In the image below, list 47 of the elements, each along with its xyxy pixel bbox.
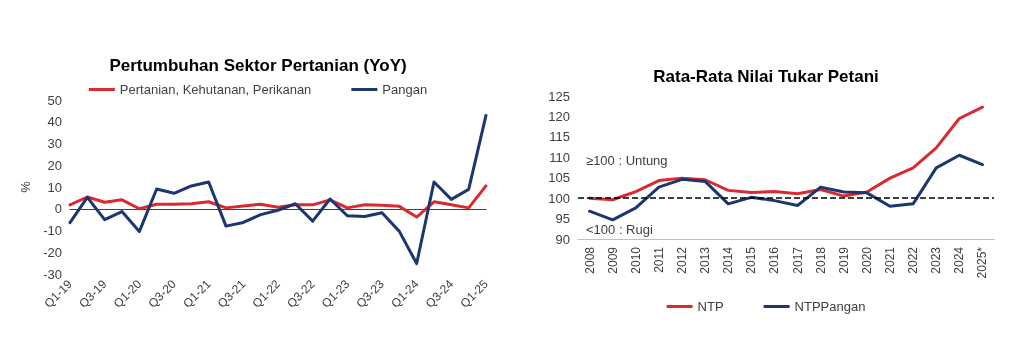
x-tick-label: 2025*	[975, 246, 990, 279]
y-tick-label: -30	[43, 266, 62, 282]
x-tick-label: 2010	[628, 246, 643, 274]
annotation: ≥100 : Untung	[586, 153, 668, 169]
x-tick-label: 2024	[952, 246, 967, 274]
y-tick-label: 0	[54, 201, 62, 217]
y-tick-label: 95	[555, 211, 570, 227]
x-tick-label: 2008	[582, 246, 597, 274]
y-tick-label: 20	[47, 157, 62, 173]
y-tick-label: 100	[548, 190, 570, 206]
y-tick-label: 40	[47, 114, 62, 130]
x-tick-label: 2012	[675, 246, 689, 274]
line-series	[68, 113, 488, 266]
y-tick-label: -20	[43, 244, 62, 260]
y-tick-label: -10	[43, 223, 62, 238]
x-tick-label: 2015	[744, 246, 759, 274]
x-tick-label: 2013	[698, 246, 713, 274]
x-tick-label: 2016	[767, 246, 782, 274]
x-tick-label: 2019	[836, 246, 851, 274]
x-tick-label: 2017	[790, 246, 805, 274]
x-tick-label: 2023	[929, 246, 944, 274]
x-tick-label: 2018	[813, 246, 828, 274]
legend-label: NTPPangan	[794, 299, 866, 314]
legend-label: Pertanian, Kehutanan, Perikanan	[119, 82, 312, 97]
x-tick-label: 2022	[906, 246, 921, 274]
x-tick-label: 2009	[605, 246, 620, 274]
y-tick-label: 110	[549, 149, 570, 165]
line-series	[68, 184, 488, 219]
annotation: <100 : Rugi	[586, 221, 653, 237]
chart-title: Pertumbuhan Sektor Pertanian (YoY)	[109, 56, 407, 75]
y-tick-label: 90	[555, 231, 570, 247]
line-series	[588, 153, 984, 222]
y-axis-title: %	[18, 180, 33, 193]
y-tick-label: 115	[549, 129, 570, 145]
y-tick-label: 120	[548, 108, 570, 124]
x-tick-label: 2020	[859, 246, 874, 274]
y-tick-label: 105	[548, 170, 570, 186]
x-tick-label: 2014	[721, 246, 736, 274]
legend-label: Pangan	[382, 82, 428, 97]
y-tick-label: 10	[47, 179, 62, 195]
x-tick-label: 2011	[651, 246, 666, 273]
chart-title: Rata-Rata Nilai Tukar Petani	[653, 67, 879, 86]
y-tick-label: 30	[47, 136, 62, 151]
y-tick-label: 125	[548, 88, 570, 104]
y-tick-label: 50	[47, 92, 62, 108]
legend-label: NTP	[697, 299, 724, 314]
x-tick-label: 2021	[883, 246, 897, 274]
